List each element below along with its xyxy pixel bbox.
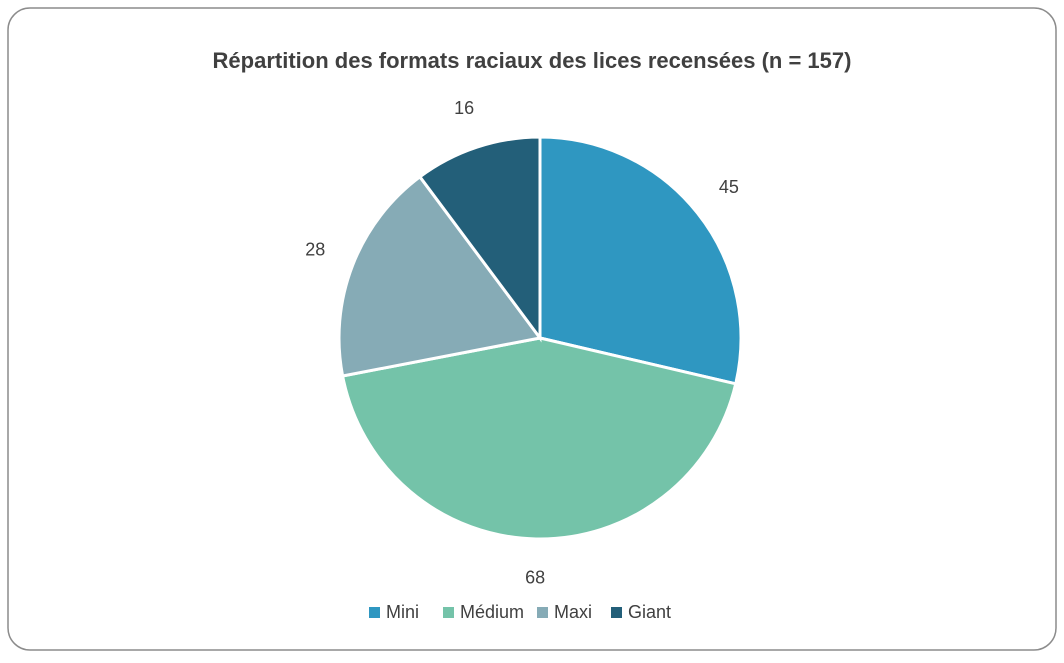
legend-swatch [369, 607, 380, 618]
legend-label: Giant [628, 602, 671, 622]
legend-label: Mini [386, 602, 419, 622]
pie-slice [538, 135, 743, 386]
pie-slice [340, 336, 738, 541]
data-label: 68 [525, 568, 545, 588]
data-label: 45 [719, 177, 739, 197]
legend-swatch [443, 607, 454, 618]
legend-label: Maxi [554, 602, 592, 622]
legend-swatch [537, 607, 548, 618]
legend-label: Médium [460, 602, 524, 622]
pie-slice [337, 174, 543, 378]
data-label: 16 [454, 98, 474, 118]
chart-title: Répartition des formats raciaux des lice… [213, 48, 852, 73]
pie-slice [417, 135, 542, 343]
data-label: 28 [305, 240, 325, 260]
legend-swatch [611, 607, 622, 618]
